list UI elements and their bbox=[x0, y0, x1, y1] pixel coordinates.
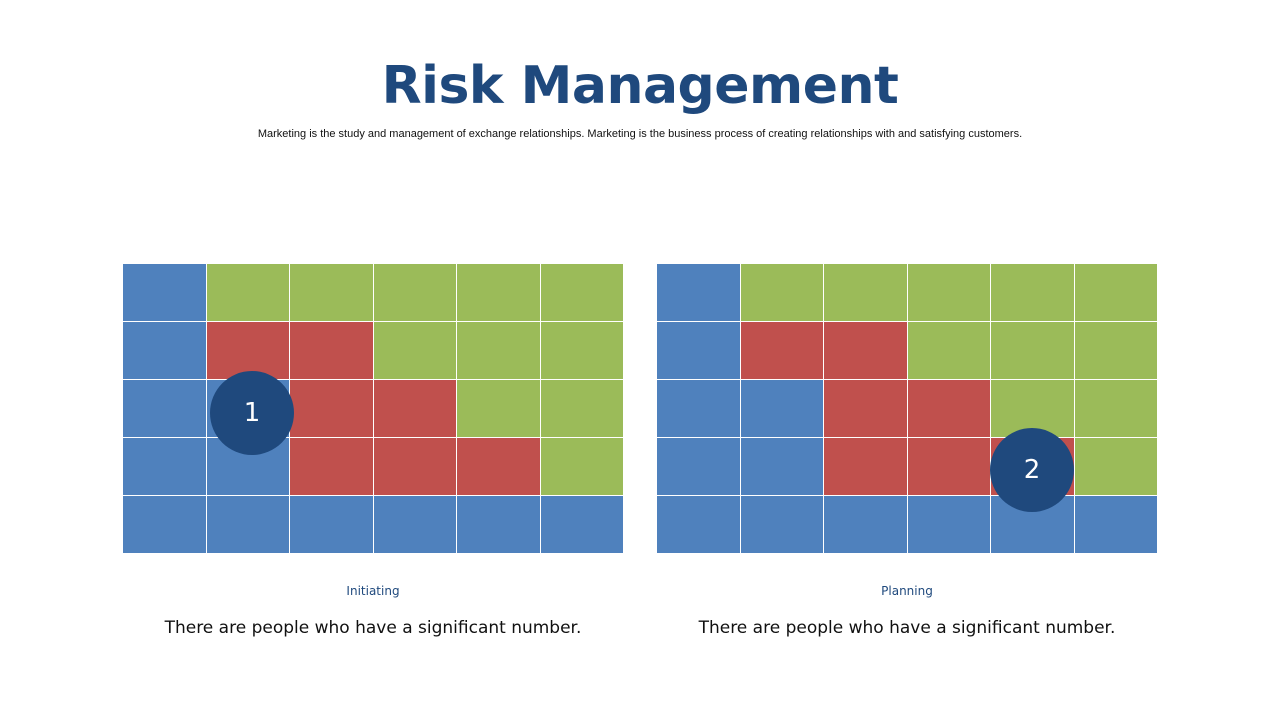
grid-cell bbox=[991, 322, 1074, 379]
grid-cell bbox=[1074, 438, 1157, 495]
grid-cell bbox=[740, 380, 823, 437]
grid-cell bbox=[740, 496, 823, 553]
step-marker: 1 bbox=[210, 371, 294, 455]
grid-cell bbox=[123, 322, 206, 379]
grid-cell bbox=[206, 264, 289, 321]
grid-cell bbox=[824, 322, 907, 379]
grid-cell bbox=[824, 264, 907, 321]
grid-cell bbox=[657, 438, 740, 495]
grid-cell bbox=[290, 438, 373, 495]
grid-cell bbox=[457, 496, 540, 553]
panel-initiating: 1 Initiating There are people who have a… bbox=[123, 264, 623, 638]
grid-cell bbox=[457, 264, 540, 321]
grid-cell bbox=[540, 322, 623, 379]
grid-cell bbox=[907, 438, 990, 495]
grid-cell bbox=[373, 322, 456, 379]
grid-cell bbox=[657, 380, 740, 437]
grid-cell bbox=[1074, 380, 1157, 437]
grid-cell bbox=[457, 322, 540, 379]
grid-cell bbox=[373, 380, 456, 437]
grid-cell bbox=[457, 438, 540, 495]
grid-cell bbox=[824, 496, 907, 553]
panel-label: Initiating bbox=[346, 584, 400, 598]
grid-cell bbox=[290, 496, 373, 553]
grid-cell bbox=[540, 264, 623, 321]
grid-cell bbox=[1074, 496, 1157, 553]
grid-cell bbox=[1074, 264, 1157, 321]
grid-cell bbox=[457, 380, 540, 437]
grid-cell bbox=[907, 264, 990, 321]
grid-cell bbox=[290, 322, 373, 379]
risk-grid bbox=[657, 264, 1157, 553]
grid-cell bbox=[657, 264, 740, 321]
grid-cell bbox=[657, 496, 740, 553]
grid-cell bbox=[740, 322, 823, 379]
grid-cell bbox=[907, 496, 990, 553]
grid-cell bbox=[206, 322, 289, 379]
grid-cell bbox=[540, 380, 623, 437]
grid-cell bbox=[824, 380, 907, 437]
grid-cell bbox=[740, 264, 823, 321]
grid-cell bbox=[123, 438, 206, 495]
grid-cell bbox=[290, 264, 373, 321]
grid-cell bbox=[373, 496, 456, 553]
grid-cell bbox=[740, 438, 823, 495]
grid-cell bbox=[907, 380, 990, 437]
grid-cell bbox=[373, 438, 456, 495]
grid-cell bbox=[123, 496, 206, 553]
grid-cell bbox=[206, 496, 289, 553]
grid-cell bbox=[540, 438, 623, 495]
panel-label: Planning bbox=[881, 584, 933, 598]
page-title: Risk Management bbox=[381, 56, 899, 116]
grid-cell bbox=[824, 438, 907, 495]
panel-description: There are people who have a significant … bbox=[698, 618, 1116, 638]
grid-cell bbox=[991, 380, 1074, 437]
grid-cell bbox=[373, 264, 456, 321]
panel-planning: 2 Planning There are people who have a s… bbox=[657, 264, 1157, 638]
grid-cell bbox=[123, 264, 206, 321]
grid-cell bbox=[123, 380, 206, 437]
grid-cell bbox=[907, 322, 990, 379]
page-subtitle: Marketing is the study and management of… bbox=[257, 128, 1023, 140]
grid-cell bbox=[657, 322, 740, 379]
grid-cell bbox=[290, 380, 373, 437]
panel-description: There are people who have a significant … bbox=[164, 618, 582, 638]
grid-cell bbox=[1074, 322, 1157, 379]
step-marker: 2 bbox=[990, 428, 1074, 512]
grid-cell bbox=[991, 264, 1074, 321]
grid-cell bbox=[540, 496, 623, 553]
risk-grid bbox=[123, 264, 623, 553]
